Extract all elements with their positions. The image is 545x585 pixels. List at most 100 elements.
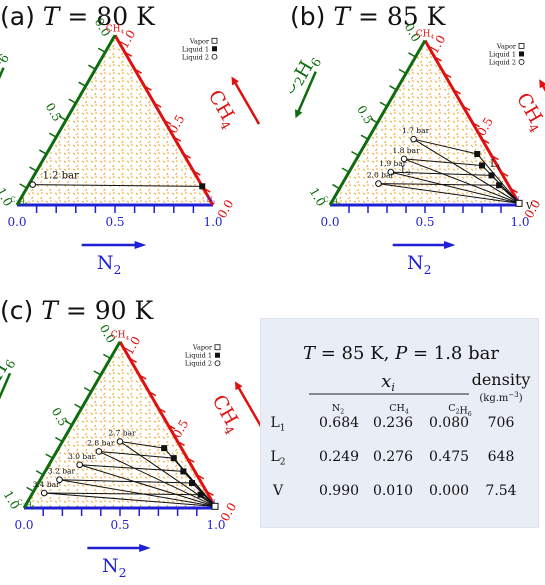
- c2h6-tick: [351, 150, 359, 157]
- liquid1-point: [199, 183, 206, 190]
- c2h6-tick: [64, 420, 73, 426]
- legend-liquid2-marker: [214, 360, 221, 367]
- n2-axis-title: N2: [407, 252, 431, 277]
- n2-tick-label: 0.5: [110, 518, 129, 532]
- tie-line: [390, 171, 520, 204]
- legend-entry: Vapor: [496, 42, 517, 50]
- table-column-headers: N2 CH4 C2H6: [332, 403, 472, 418]
- n2-tick-label: 1.0: [203, 215, 222, 229]
- table-cell: 0.000: [429, 483, 469, 499]
- ch4-arrow: [233, 81, 261, 125]
- n2-tick-label: 0.5: [105, 215, 124, 229]
- c2h6-tick: [74, 403, 82, 409]
- c2h6-tick: [332, 183, 340, 190]
- c2h6-tick: [19, 183, 28, 189]
- vapor-point: [515, 199, 523, 207]
- legend-entry: Liquid 1: [182, 45, 209, 53]
- tie-line: [119, 440, 165, 449]
- pattern-fill: [24, 341, 216, 508]
- ternary-diagram-c: (c) T = 90 K0.0 0.5 1.00.00.51.00.00.51.0C…: [0, 296, 264, 580]
- liquid1-point: [180, 468, 187, 475]
- tie-line: [476, 153, 520, 204]
- ch4-axis-title: CH4: [201, 86, 242, 132]
- ch4-tick: [158, 407, 166, 413]
- ternary-diagram-a: (a) T = 80 K0.0 0.5 1.00.00.51.00.00.51.0C…: [0, 2, 261, 277]
- c2h6-tick: [45, 453, 54, 459]
- ch4-tick: [206, 490, 214, 497]
- ch4-tick: [500, 171, 509, 177]
- ch4-tick: [173, 136, 182, 142]
- ch4-tick: [186, 457, 195, 463]
- pattern-fill: [17, 35, 213, 206]
- ch4-tick: [443, 72, 452, 79]
- n2-arrow-head: [444, 241, 456, 249]
- ch4-tick: [134, 68, 142, 74]
- n2-arrow-head: [134, 241, 147, 249]
- c2h6-tick: [370, 118, 378, 124]
- tie-line: [403, 158, 520, 204]
- ch4-arrow-head: [235, 381, 243, 391]
- liquid1-point: [474, 150, 481, 157]
- n2-tick-label: 0.0: [14, 518, 33, 532]
- tie-line: [59, 479, 193, 484]
- tie-line: [79, 464, 184, 472]
- liquid1-point: [189, 480, 195, 487]
- panel-a: (a) T = 80 K 0.0 0.5 1.0 0.0 0.5 1.0 0.0 0.5 1.0 C…: [0, 0, 261, 290]
- legend-liquid2-marker: [518, 59, 525, 65]
- phase-label-l2: L2: [401, 166, 411, 177]
- pressure-label: 3.4 bar: [33, 480, 61, 489]
- ch4-tick: [453, 89, 461, 95]
- phase-label-l1: L1: [490, 159, 501, 172]
- c2h6-tick-label: 0.5: [49, 405, 71, 429]
- n2-axis-title: N2: [102, 555, 126, 580]
- vertex-label-c2h6: C2H6: [323, 196, 340, 208]
- panel-b: (b) T = 85 K 0.0 0.5 1.0 0.0 0.5 1.0 0.0 0.5 1.0 C…: [275, 0, 545, 290]
- c2h6-tick-label: 0.5: [43, 100, 65, 124]
- liquid2-point: [116, 438, 124, 445]
- legend-entry: Liquid 2: [489, 58, 516, 66]
- c2h6-tick: [58, 115, 67, 121]
- n2-tick-label: 1.0: [206, 518, 225, 532]
- vertex-label-c2h6: C2H6: [17, 499, 34, 511]
- ch4-tick: [167, 424, 176, 430]
- liquid2-point: [95, 448, 103, 455]
- c2h6-arrow: [0, 372, 12, 400]
- legend-entry: Vapor: [189, 37, 210, 45]
- c2h6-tick: [97, 47, 106, 53]
- ch4-tick: [177, 440, 185, 447]
- table-cell: 706: [488, 415, 515, 431]
- table-cell: 0.475: [429, 449, 469, 465]
- n2-axis-title: N2: [97, 252, 121, 277]
- pressure-label: 3.0 bar: [68, 452, 96, 461]
- n2-tick-label: 0.0: [320, 215, 339, 229]
- ch4-axis-title: CH4: [205, 391, 246, 437]
- liquid2-point: [387, 168, 395, 176]
- column-header: CH4: [389, 403, 409, 415]
- legend-liquid1-marker: [519, 51, 524, 57]
- liquid1-point: [488, 172, 495, 179]
- c2h6-tick: [78, 81, 86, 87]
- vertex-label-ch4: CH4: [111, 331, 130, 342]
- table-cell: 0.080: [429, 415, 469, 431]
- liquid2-point: [375, 180, 382, 187]
- legend-vapor-marker: [214, 344, 221, 351]
- table-cell: 7.54: [485, 483, 516, 499]
- ch4-tick: [491, 154, 499, 161]
- tie-line: [404, 158, 483, 167]
- n2-tick-label: 0.5: [415, 215, 434, 229]
- ch4-arrow-head: [231, 76, 239, 86]
- ch4-tick: [193, 170, 201, 176]
- c2h6-tick: [29, 166, 37, 172]
- ch4-tick: [148, 390, 157, 397]
- pressure-label: 1.9 bar: [379, 159, 407, 168]
- c2h6-tick: [103, 353, 111, 360]
- ch4-tick: [434, 56, 442, 62]
- panel-title: (b) T = 85 K: [290, 2, 447, 31]
- c2h6-arrow: [296, 71, 317, 114]
- pattern-fill: [330, 40, 520, 206]
- c2h6-arrow: [0, 67, 5, 79]
- ch4-tick: [153, 102, 162, 108]
- ch4-tick: [124, 51, 133, 57]
- ch4-tick: [138, 374, 147, 380]
- panel-c: (c) T = 90 K 0.0 0.5 1.0 0.0 0.5 1.0 0.0 0.5 1.0 C…: [0, 292, 264, 581]
